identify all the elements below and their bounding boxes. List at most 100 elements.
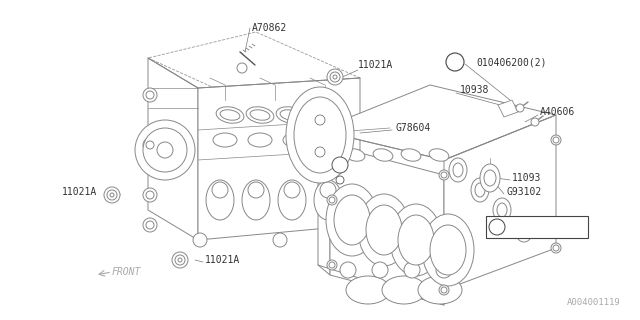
Text: A004001119: A004001119 xyxy=(567,298,621,307)
Ellipse shape xyxy=(449,158,467,182)
Ellipse shape xyxy=(382,276,426,304)
Circle shape xyxy=(553,245,559,251)
Polygon shape xyxy=(498,100,518,117)
Circle shape xyxy=(340,262,356,278)
Ellipse shape xyxy=(220,110,240,120)
Text: 11024*A: 11024*A xyxy=(508,222,549,232)
Ellipse shape xyxy=(314,180,342,220)
Circle shape xyxy=(551,243,561,253)
Ellipse shape xyxy=(418,276,462,304)
Text: 11021A: 11021A xyxy=(358,60,393,70)
Polygon shape xyxy=(318,130,330,275)
Text: 11021A: 11021A xyxy=(205,255,240,265)
Text: G78604: G78604 xyxy=(395,123,430,133)
Circle shape xyxy=(143,128,187,172)
Ellipse shape xyxy=(276,107,304,123)
Circle shape xyxy=(327,145,337,155)
Circle shape xyxy=(104,187,120,203)
Ellipse shape xyxy=(493,198,511,222)
Circle shape xyxy=(107,190,117,200)
Ellipse shape xyxy=(310,110,330,120)
Circle shape xyxy=(315,115,325,125)
Ellipse shape xyxy=(345,149,365,161)
Circle shape xyxy=(489,219,505,235)
Ellipse shape xyxy=(283,133,307,147)
Polygon shape xyxy=(444,115,556,290)
Circle shape xyxy=(327,260,337,270)
Text: FRONT: FRONT xyxy=(112,267,141,277)
Ellipse shape xyxy=(453,163,463,177)
Ellipse shape xyxy=(429,149,449,161)
Text: 1: 1 xyxy=(337,161,342,170)
Text: B: B xyxy=(452,58,458,67)
Ellipse shape xyxy=(401,149,421,161)
Polygon shape xyxy=(148,58,198,240)
Ellipse shape xyxy=(213,133,237,147)
Ellipse shape xyxy=(475,183,485,197)
Circle shape xyxy=(332,157,348,173)
Ellipse shape xyxy=(519,223,529,237)
Text: G93102: G93102 xyxy=(506,187,541,197)
Circle shape xyxy=(329,262,335,268)
Circle shape xyxy=(135,120,195,180)
Circle shape xyxy=(315,147,325,157)
Circle shape xyxy=(193,233,207,247)
Ellipse shape xyxy=(318,133,342,147)
Polygon shape xyxy=(318,85,556,160)
Circle shape xyxy=(333,75,337,79)
Text: 11021A: 11021A xyxy=(62,187,97,197)
Polygon shape xyxy=(148,32,360,105)
Circle shape xyxy=(553,137,559,143)
Circle shape xyxy=(320,182,336,198)
Ellipse shape xyxy=(306,107,334,123)
Circle shape xyxy=(329,197,335,203)
Text: 1: 1 xyxy=(495,222,499,231)
Circle shape xyxy=(327,195,337,205)
Ellipse shape xyxy=(286,87,354,183)
Ellipse shape xyxy=(250,110,270,120)
Circle shape xyxy=(551,135,561,145)
Circle shape xyxy=(110,193,114,197)
Circle shape xyxy=(441,287,447,293)
Ellipse shape xyxy=(334,195,370,245)
Ellipse shape xyxy=(422,214,474,286)
Ellipse shape xyxy=(280,110,300,120)
Circle shape xyxy=(273,233,287,247)
Ellipse shape xyxy=(398,215,434,265)
Circle shape xyxy=(146,141,154,149)
Ellipse shape xyxy=(358,194,410,266)
Circle shape xyxy=(439,285,449,295)
Circle shape xyxy=(336,176,344,184)
Ellipse shape xyxy=(430,225,466,275)
Circle shape xyxy=(446,53,464,71)
Circle shape xyxy=(157,142,173,158)
Circle shape xyxy=(330,72,340,82)
Ellipse shape xyxy=(242,180,270,220)
Circle shape xyxy=(329,147,335,153)
Circle shape xyxy=(372,262,388,278)
Circle shape xyxy=(146,221,154,229)
Ellipse shape xyxy=(346,276,390,304)
Ellipse shape xyxy=(480,164,500,192)
Circle shape xyxy=(178,258,182,262)
Ellipse shape xyxy=(390,204,442,276)
Ellipse shape xyxy=(366,205,402,255)
Polygon shape xyxy=(330,145,444,305)
Circle shape xyxy=(143,88,157,102)
Bar xyxy=(486,216,588,238)
Text: 010406200(2): 010406200(2) xyxy=(476,57,547,67)
Circle shape xyxy=(284,182,300,198)
Circle shape xyxy=(212,182,228,198)
Circle shape xyxy=(237,63,247,73)
Circle shape xyxy=(516,104,524,112)
Ellipse shape xyxy=(216,107,244,123)
Circle shape xyxy=(172,252,188,268)
Polygon shape xyxy=(198,78,360,240)
Circle shape xyxy=(143,138,157,152)
Text: 11093: 11093 xyxy=(512,173,541,183)
Ellipse shape xyxy=(373,149,393,161)
Ellipse shape xyxy=(248,133,272,147)
Circle shape xyxy=(175,255,185,265)
Circle shape xyxy=(404,262,420,278)
Ellipse shape xyxy=(246,107,274,123)
